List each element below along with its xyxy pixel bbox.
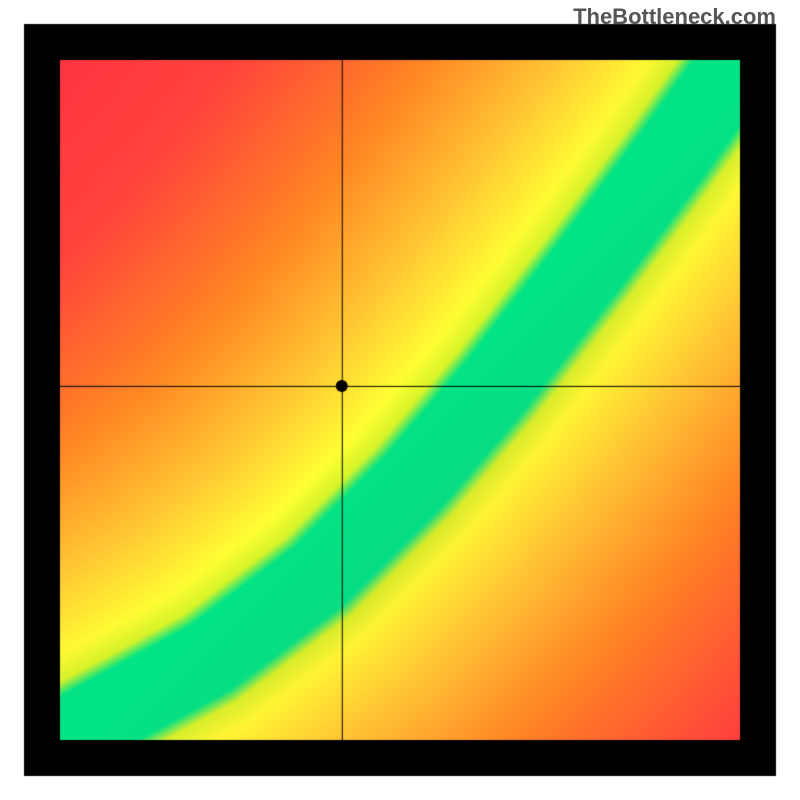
chart-container: TheBottleneck.com [0,0,800,800]
watermark-label: TheBottleneck.com [573,4,776,30]
heatmap-canvas [0,0,800,800]
